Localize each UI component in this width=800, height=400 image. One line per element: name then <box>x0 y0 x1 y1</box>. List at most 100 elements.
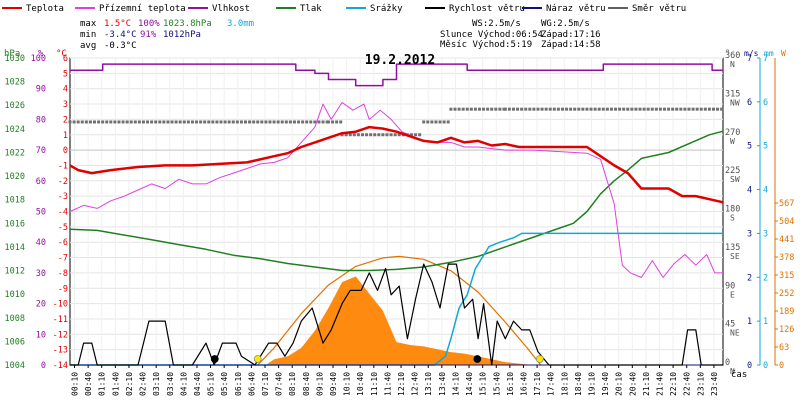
x-tick-label: 14:10 <box>451 372 460 396</box>
direction-tick-label: 270 <box>725 128 740 138</box>
x-tick-label: 06:10 <box>234 372 243 396</box>
wind-direction-mark <box>280 120 284 124</box>
wind-direction-mark <box>703 107 707 111</box>
direction-compass-label: N <box>730 367 735 376</box>
wind-direction-mark <box>195 120 199 124</box>
humidity-line <box>70 63 723 87</box>
wind-direction-mark <box>170 120 174 124</box>
hpa-tick-label: 1014 <box>5 243 25 253</box>
x-tick-label: 20:10 <box>615 372 624 396</box>
x-tick-label: 03:40 <box>166 372 175 396</box>
wind-direction-mark <box>498 107 502 111</box>
hpa-tick-label: 1008 <box>5 314 25 324</box>
wind-direction-mark <box>469 107 473 111</box>
x-tick-label: 19:10 <box>587 372 596 396</box>
wind-direction-mark <box>211 120 215 124</box>
temperature-tick-label: -5 <box>58 223 68 233</box>
x-tick-label: 14:40 <box>465 372 474 396</box>
wind-direction-mark <box>248 120 252 124</box>
wind-direction-mark <box>158 120 162 124</box>
wind-direction-mark <box>609 107 613 111</box>
wind-direction-mark <box>344 133 348 137</box>
wind-direction-mark <box>667 107 671 111</box>
wind-direction-mark <box>356 133 360 137</box>
temperature-tick-label: -8 <box>58 269 68 279</box>
wind-direction-mark <box>360 133 364 137</box>
wind-direction-mark <box>178 120 182 124</box>
x-tick-label: 18:10 <box>560 372 569 396</box>
wind-direction-mark <box>716 107 720 111</box>
stat-min-hum: 91% <box>140 30 157 40</box>
wm2-tick-label: 441 <box>779 235 794 245</box>
x-tick-label: 09:40 <box>329 372 338 396</box>
wind-direction-mark <box>137 120 141 124</box>
x-tick-label: 21:10 <box>642 372 651 396</box>
x-tick-label: 01:10 <box>98 372 107 396</box>
wind-direction-mark <box>97 120 101 124</box>
wind-direction-mark <box>72 120 76 124</box>
temperature-tick-label: 6 <box>63 54 68 64</box>
x-tick-label: 01:40 <box>111 372 120 396</box>
wind-direction-mark <box>335 120 339 124</box>
x-tick-label: 22:10 <box>669 372 678 396</box>
x-tick-label: 00:10 <box>71 372 80 396</box>
direction-compass-label: S <box>730 214 735 223</box>
legend-label: Náraz větru <box>546 4 606 14</box>
wind-direction-mark <box>301 120 305 124</box>
stat-ws: WS:2.5m/s <box>472 19 521 29</box>
mm-tick-label: 3 <box>763 229 768 239</box>
temperature-tick-label: -10 <box>53 300 68 310</box>
wind-direction-mark <box>339 120 343 124</box>
wind-direction-mark <box>422 120 426 124</box>
wind-direction-mark <box>658 107 662 111</box>
wind-direction-mark <box>393 133 397 137</box>
wind-direction-mark <box>695 107 699 111</box>
hpa-tick-label: 1006 <box>5 337 25 347</box>
direction-tick-label: 135 <box>725 243 740 253</box>
wind-direction-mark <box>430 120 434 124</box>
wind-direction-mark <box>268 120 272 124</box>
direction-compass-label: SE <box>730 252 740 261</box>
wind-direction-mark <box>207 120 211 124</box>
ms-tick-label: 1 <box>747 317 752 327</box>
x-tick-label: 10:40 <box>356 372 365 396</box>
wind-direction-mark <box>297 120 301 124</box>
legend-label: Teplota <box>26 4 64 14</box>
wind-direction-mark <box>203 120 207 124</box>
x-tick-label: 08:40 <box>302 372 311 396</box>
wind-direction-mark <box>565 107 569 111</box>
wind-direction-mark <box>397 133 401 137</box>
wind-direction-mark <box>646 107 650 111</box>
direction-compass-label: E <box>730 290 735 299</box>
wind-direction-mark <box>654 107 658 111</box>
direction-compass-label: N <box>730 60 735 69</box>
stat-max-hum: 100% <box>138 19 160 29</box>
ms-tick-label: 5 <box>747 142 752 152</box>
x-axis-label: čas <box>731 369 747 380</box>
legend: Teplota Přízemní teplota Vlhkost Tlak Srážky… <box>2 4 686 14</box>
mm-tick-label: 5 <box>763 142 768 152</box>
wind-direction-mark <box>88 120 92 124</box>
direction-tick-label: 180 <box>725 205 740 215</box>
wind-direction-mark <box>199 120 203 124</box>
wind-direction-mark <box>720 107 724 111</box>
humidity-unit-label: % <box>38 49 44 59</box>
direction-compass-label: NW <box>730 98 740 107</box>
x-tick-label: 04:10 <box>179 372 188 396</box>
mm-tick-label: 2 <box>763 273 768 283</box>
temperature-tick-label: -7 <box>58 254 68 264</box>
x-tick-label: 10:10 <box>343 372 352 396</box>
temperature-tick-label: 1 <box>63 131 68 141</box>
wind-direction-mark <box>569 107 573 111</box>
wind-direction-mark <box>581 107 585 111</box>
wm2-tick-label: 0 <box>779 361 784 371</box>
stat-sun-rise: Slunce Východ:06:54 <box>440 30 543 40</box>
temperature-unit-label: °C <box>56 49 67 59</box>
wind-direction-mark <box>121 120 125 124</box>
wind-direction-mark <box>377 133 381 137</box>
wm2-tick-label: 315 <box>779 271 794 281</box>
wind-direction-mark <box>141 120 145 124</box>
x-tick-label: 07:40 <box>275 372 284 396</box>
